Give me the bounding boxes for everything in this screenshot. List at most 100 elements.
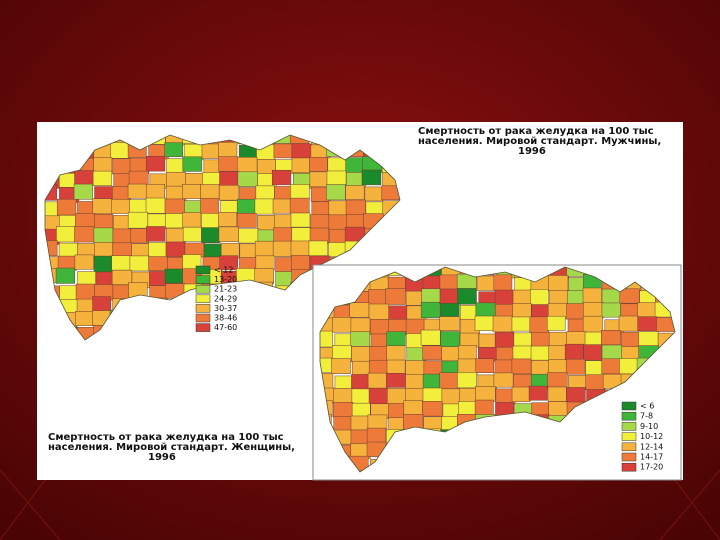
region	[93, 213, 114, 231]
region	[326, 184, 346, 201]
region	[145, 197, 167, 214]
region	[271, 169, 292, 186]
region	[361, 169, 382, 186]
region	[332, 317, 353, 333]
region	[165, 227, 186, 244]
region	[441, 346, 461, 362]
region	[55, 267, 75, 284]
legend-label: < 6	[640, 402, 654, 411]
region	[619, 288, 640, 304]
region	[494, 289, 515, 305]
region	[165, 213, 185, 229]
region	[75, 311, 96, 326]
legend-swatch	[621, 442, 637, 452]
region	[420, 301, 440, 319]
region	[309, 171, 329, 188]
region	[92, 198, 113, 215]
legend-label: 30-37	[214, 304, 237, 313]
region	[345, 157, 365, 173]
legend-swatch	[621, 422, 637, 431]
region	[440, 303, 460, 318]
region	[601, 344, 623, 361]
region	[309, 157, 328, 172]
region	[475, 302, 496, 318]
map-title: населения. Мировой стандарт. Мужчины,	[418, 136, 661, 147]
region	[128, 170, 149, 186]
region	[422, 345, 443, 361]
region	[351, 346, 371, 363]
region	[528, 385, 548, 401]
region	[182, 156, 203, 172]
overlay: Смертность от рака желудка на 100 тыснас…	[48, 126, 663, 472]
legend-swatch	[621, 401, 637, 411]
region	[201, 143, 221, 159]
region	[166, 158, 186, 175]
legend-swatch	[621, 411, 637, 421]
region	[422, 373, 443, 390]
region	[405, 360, 426, 376]
legend-swatch	[195, 265, 211, 275]
region	[548, 401, 568, 418]
region	[637, 302, 656, 318]
legend-swatch	[195, 275, 211, 284]
region	[351, 402, 371, 418]
legend-label: 13-20	[214, 275, 237, 284]
region	[530, 345, 550, 361]
region	[74, 254, 94, 270]
region	[164, 198, 186, 214]
region	[351, 388, 371, 406]
region	[405, 374, 426, 390]
region	[440, 331, 461, 348]
region	[421, 288, 441, 304]
region	[439, 288, 460, 304]
region	[130, 228, 149, 244]
region	[369, 346, 389, 363]
region	[218, 184, 240, 201]
region	[182, 184, 201, 199]
region	[182, 226, 202, 242]
region	[439, 316, 460, 331]
legend-label: 7-8	[640, 412, 653, 421]
region	[364, 186, 384, 202]
region	[494, 331, 515, 348]
region	[218, 142, 238, 157]
region	[236, 156, 258, 173]
region	[475, 386, 496, 402]
map-title: Смертность от рака желудка на 100 тыс	[418, 126, 654, 137]
region	[236, 198, 258, 214]
region	[112, 158, 132, 175]
region	[290, 184, 310, 200]
region	[254, 198, 275, 215]
map-title: Смертность от рака желудка на 100 тыс	[48, 432, 284, 443]
region	[272, 240, 292, 257]
region	[565, 358, 586, 375]
region	[129, 255, 150, 272]
region	[511, 358, 532, 375]
region	[511, 386, 531, 403]
region	[439, 274, 460, 290]
region	[291, 227, 312, 243]
region	[547, 372, 568, 388]
region	[165, 241, 186, 258]
region	[74, 170, 95, 186]
legend-label: 14-17	[640, 453, 663, 462]
region	[94, 242, 113, 259]
region	[458, 401, 477, 416]
region	[381, 185, 400, 201]
region	[326, 170, 347, 187]
map-title: 1996	[148, 452, 176, 463]
legend-label: < 12	[214, 266, 233, 275]
region	[164, 142, 183, 158]
region	[148, 242, 168, 258]
region	[218, 212, 237, 227]
map-title: населения. Мировой стандарт. Женщины,	[48, 442, 295, 453]
region	[127, 183, 147, 199]
region	[74, 226, 95, 243]
region	[388, 305, 409, 322]
map-title: 1996	[518, 146, 546, 157]
region	[111, 255, 132, 271]
region	[564, 343, 584, 361]
region	[219, 255, 239, 271]
